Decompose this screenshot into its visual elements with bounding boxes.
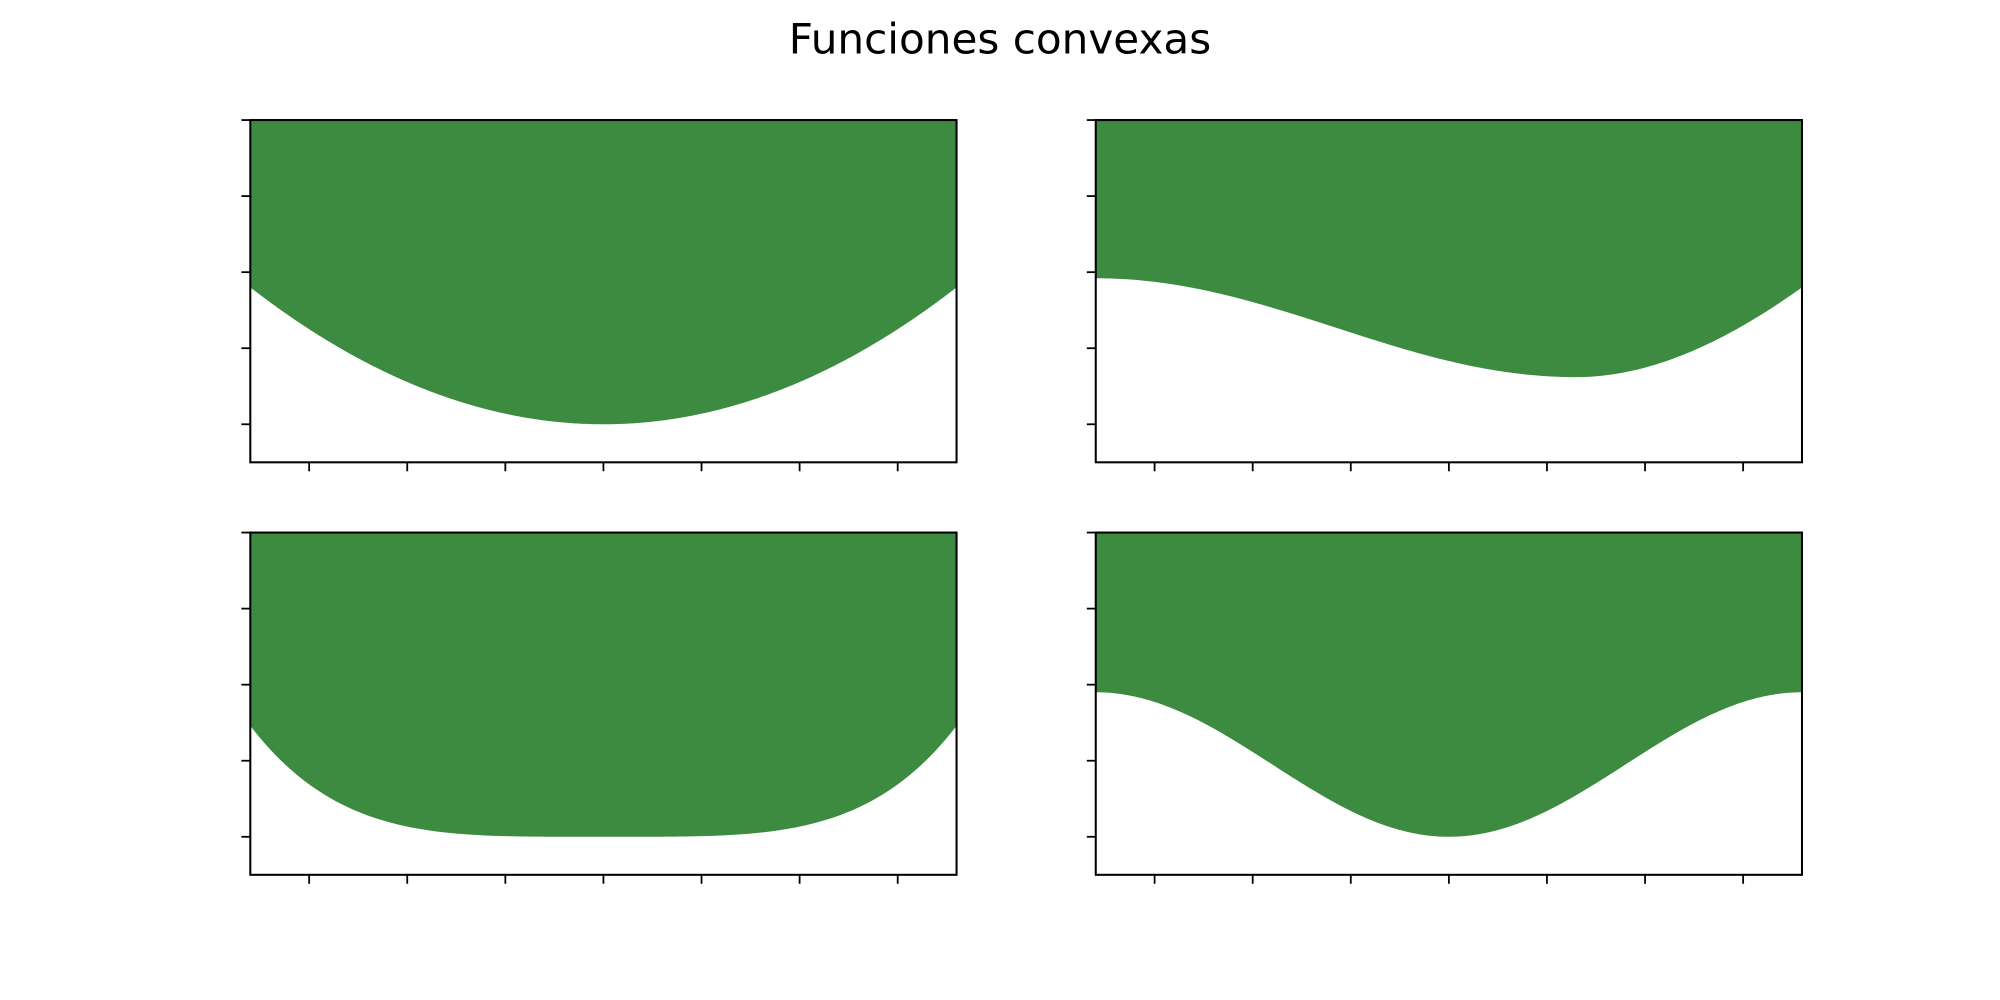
epigraph-area-2: [1095, 120, 1802, 378]
subplot-2: [1086, 119, 1804, 472]
subplots: [241, 119, 1804, 884]
subplot-4: [1086, 531, 1804, 884]
chart-title: Funciones convexas: [789, 15, 1211, 64]
subplot-3: [241, 531, 958, 884]
epigraph-area-3: [250, 532, 957, 837]
subplot-1: [241, 119, 958, 472]
epigraph-area-1: [250, 120, 957, 425]
epigraph-area-4: [1095, 532, 1802, 837]
